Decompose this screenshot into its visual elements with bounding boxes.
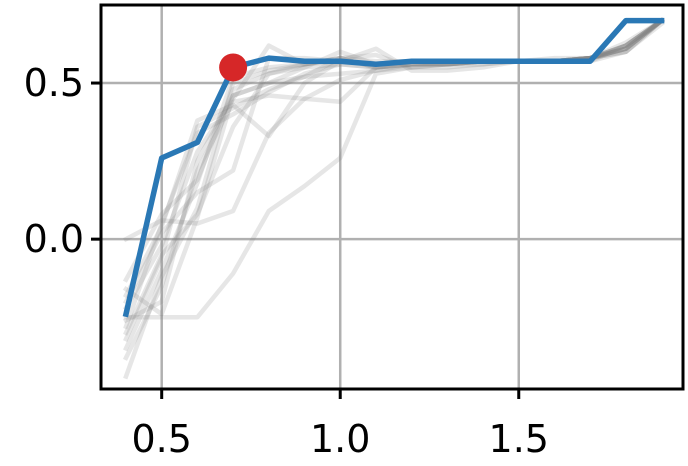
tick-marks bbox=[91, 81, 521, 399]
x-tick-label: 1.0 bbox=[310, 417, 370, 461]
highlight-marker-point bbox=[219, 53, 248, 82]
y-tick-label: 0.5 bbox=[24, 61, 84, 105]
tick-labels: 0.5 1.0 1.5 0.0 0.5 bbox=[24, 61, 549, 461]
grid-lines bbox=[101, 5, 683, 389]
series-lines bbox=[122, 17, 665, 380]
highlight-series bbox=[122, 17, 665, 318]
y-tick-label: 0.0 bbox=[24, 217, 84, 261]
background-series-line-8 bbox=[123, 17, 665, 380]
highlight-series-line bbox=[122, 17, 665, 318]
x-tick-label: 0.5 bbox=[131, 417, 191, 461]
marker-layer bbox=[219, 53, 248, 82]
x-tick-label: 1.5 bbox=[489, 417, 549, 461]
axes-frame bbox=[99, 3, 685, 391]
